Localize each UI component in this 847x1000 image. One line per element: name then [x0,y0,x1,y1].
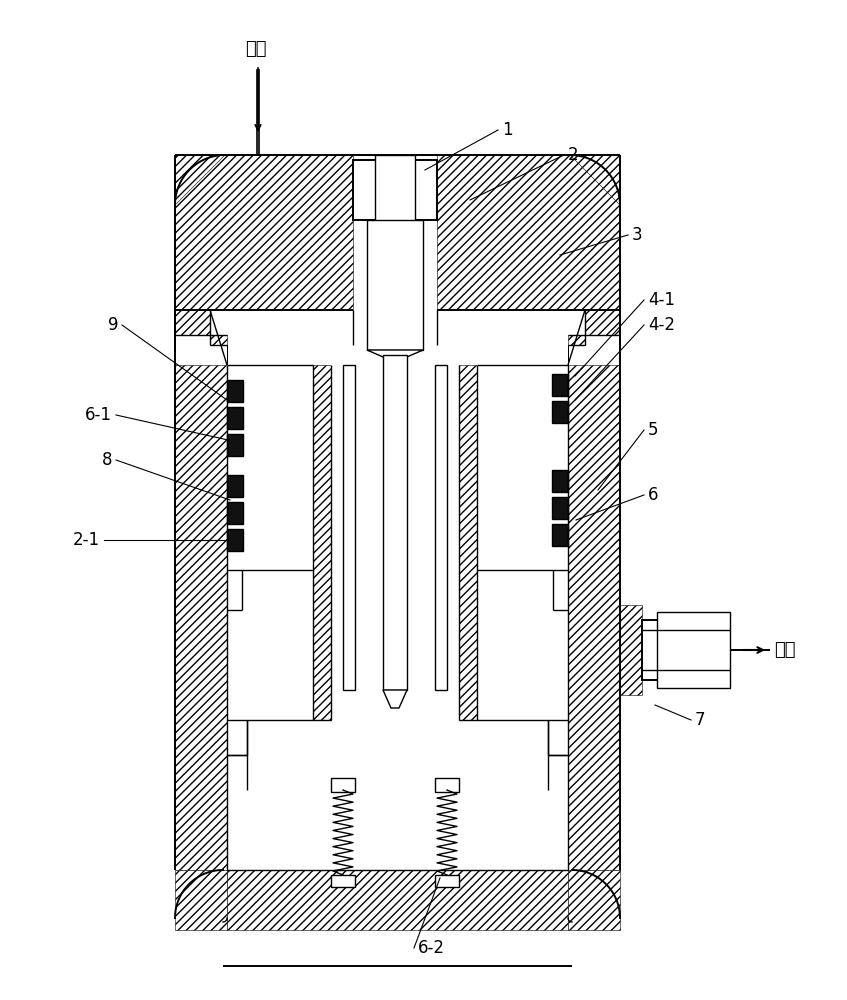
Polygon shape [175,155,353,310]
Polygon shape [331,365,459,720]
Polygon shape [175,870,227,930]
Bar [552,524,568,546]
Polygon shape [477,365,568,720]
Polygon shape [227,365,313,720]
Bar [227,407,243,429]
Text: 9: 9 [108,316,118,334]
Text: 1: 1 [502,121,512,139]
Text: 4-1: 4-1 [648,291,675,309]
Polygon shape [227,870,568,930]
Bar [435,875,459,887]
Polygon shape [437,155,620,310]
Text: 6: 6 [648,486,658,504]
Text: 外力: 外力 [246,40,267,58]
Bar [331,778,355,792]
Polygon shape [383,690,407,708]
Polygon shape [175,365,227,870]
Bar [227,502,243,524]
Polygon shape [568,365,620,870]
Bar [642,620,730,680]
Bar [552,497,568,519]
Bar [383,355,407,690]
Text: 回油: 回油 [774,641,795,659]
Bar [227,475,243,497]
Text: 7: 7 [695,711,706,729]
Polygon shape [175,310,227,365]
Polygon shape [568,870,620,930]
Bar [657,612,730,688]
Polygon shape [459,365,477,720]
Bar [552,401,568,423]
Polygon shape [175,155,225,205]
Polygon shape [620,605,642,695]
Text: 2-1: 2-1 [73,531,100,549]
Bar [227,380,243,402]
Bar [343,365,355,690]
Text: 4-2: 4-2 [648,316,675,334]
Bar [353,160,437,220]
Bar [435,365,447,690]
Text: 5: 5 [648,421,658,439]
Bar [227,529,243,551]
Bar [375,155,415,310]
Bar [552,374,568,396]
Text: 6-2: 6-2 [418,939,445,957]
Polygon shape [313,365,331,720]
Polygon shape [367,350,423,360]
Text: 2: 2 [568,146,579,164]
Bar [367,220,423,350]
Bar [331,875,355,887]
Bar [227,434,243,456]
Bar [552,470,568,492]
Text: 3: 3 [632,226,643,244]
Bar [435,778,459,792]
Polygon shape [570,155,620,205]
Polygon shape [568,310,620,365]
Text: 8: 8 [102,451,112,469]
Text: 6-1: 6-1 [85,406,112,424]
